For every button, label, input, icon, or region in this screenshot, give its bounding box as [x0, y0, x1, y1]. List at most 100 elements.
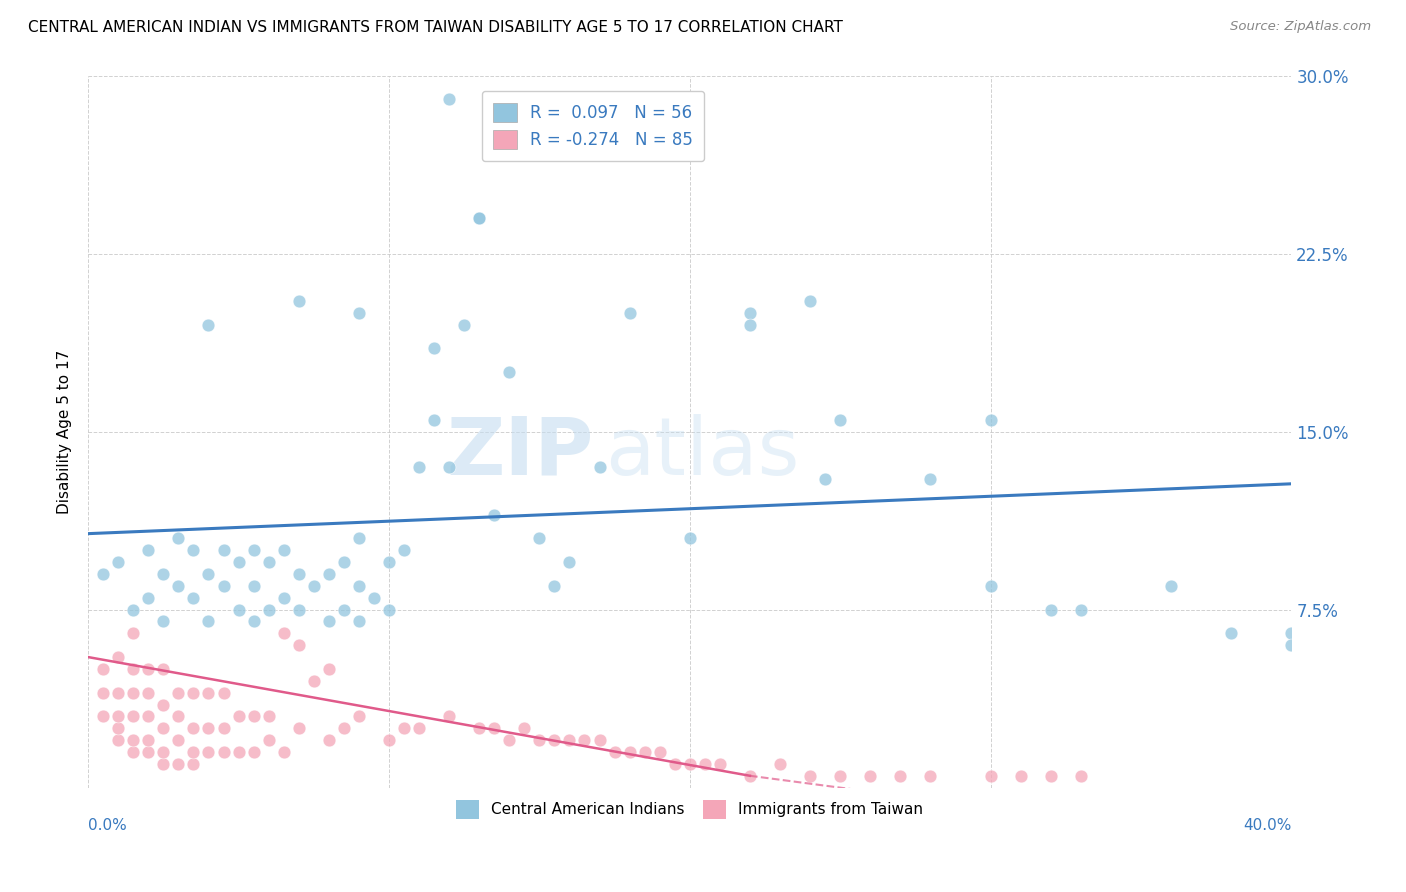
Point	[152, 698, 174, 712]
Text: Source: ZipAtlas.com: Source: ZipAtlas.com	[1230, 20, 1371, 33]
Point	[183, 745, 205, 759]
Point	[392, 543, 415, 558]
Point	[633, 745, 655, 759]
Point	[197, 686, 219, 700]
Point	[152, 745, 174, 759]
Point	[648, 745, 671, 759]
Point	[228, 745, 250, 759]
Point	[228, 602, 250, 616]
Point	[543, 579, 565, 593]
Point	[228, 555, 250, 569]
Point	[889, 769, 911, 783]
Point	[392, 721, 415, 735]
Point	[1279, 638, 1302, 652]
Point	[498, 733, 520, 747]
Point	[257, 709, 280, 723]
Point	[814, 472, 837, 486]
Point	[437, 460, 460, 475]
Point	[183, 721, 205, 735]
Point	[257, 555, 280, 569]
Point	[287, 566, 309, 581]
Point	[1010, 769, 1032, 783]
Point	[738, 318, 761, 332]
Point	[273, 626, 295, 640]
Point	[679, 756, 702, 771]
Point	[513, 721, 536, 735]
Point	[242, 745, 264, 759]
Point	[468, 211, 491, 225]
Point	[347, 615, 370, 629]
Point	[619, 745, 641, 759]
Point	[197, 566, 219, 581]
Point	[287, 602, 309, 616]
Point	[197, 721, 219, 735]
Point	[167, 686, 190, 700]
Point	[468, 211, 491, 225]
Point	[378, 555, 401, 569]
Point	[588, 460, 610, 475]
Point	[378, 602, 401, 616]
Point	[543, 733, 565, 747]
Point	[136, 733, 159, 747]
Point	[347, 306, 370, 320]
Point	[603, 745, 626, 759]
Point	[347, 709, 370, 723]
Point	[167, 756, 190, 771]
Point	[167, 733, 190, 747]
Point	[980, 413, 1002, 427]
Point	[302, 673, 325, 688]
Point	[423, 413, 446, 427]
Point	[242, 543, 264, 558]
Point	[152, 566, 174, 581]
Point	[152, 615, 174, 629]
Point	[1070, 769, 1092, 783]
Point	[664, 756, 686, 771]
Point	[183, 591, 205, 605]
Point	[122, 709, 145, 723]
Point	[558, 555, 581, 569]
Point	[197, 318, 219, 332]
Point	[136, 686, 159, 700]
Point	[437, 92, 460, 106]
Point	[122, 662, 145, 676]
Point	[197, 615, 219, 629]
Point	[212, 543, 235, 558]
Point	[107, 709, 129, 723]
Point	[347, 532, 370, 546]
Point	[183, 686, 205, 700]
Point	[242, 615, 264, 629]
Point	[212, 686, 235, 700]
Point	[1070, 602, 1092, 616]
Point	[1160, 579, 1182, 593]
Point	[107, 650, 129, 665]
Point	[1039, 602, 1062, 616]
Point	[318, 566, 340, 581]
Point	[920, 472, 942, 486]
Y-axis label: Disability Age 5 to 17: Disability Age 5 to 17	[58, 350, 72, 514]
Point	[468, 721, 491, 735]
Point	[136, 662, 159, 676]
Point	[333, 721, 356, 735]
Point	[136, 543, 159, 558]
Point	[152, 662, 174, 676]
Point	[920, 769, 942, 783]
Point	[558, 733, 581, 747]
Point	[347, 579, 370, 593]
Point	[152, 756, 174, 771]
Point	[318, 733, 340, 747]
Legend: Central American Indians, Immigrants from Taiwan: Central American Indians, Immigrants fro…	[449, 792, 931, 826]
Point	[167, 532, 190, 546]
Point	[183, 756, 205, 771]
Text: 0.0%: 0.0%	[89, 819, 127, 833]
Point	[122, 733, 145, 747]
Point	[136, 709, 159, 723]
Point	[91, 686, 114, 700]
Point	[333, 602, 356, 616]
Point	[318, 615, 340, 629]
Point	[408, 460, 430, 475]
Point	[799, 293, 821, 308]
Point	[107, 686, 129, 700]
Point	[693, 756, 716, 771]
Point	[91, 566, 114, 581]
Point	[980, 769, 1002, 783]
